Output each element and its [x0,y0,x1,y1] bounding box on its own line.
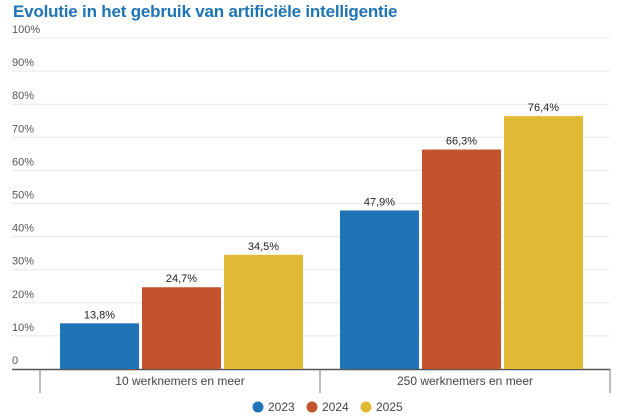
data-label: 76,4% [528,102,559,114]
legend-marker-2025 [360,401,372,413]
legend-label: 2023 [268,400,295,414]
chart-title: Evolutie in het gebruik van artificiële … [13,2,398,21]
bar-2024 [422,149,501,369]
y-tick-label: 40% [12,223,34,235]
x-category-label: 250 werknemers en meer [397,374,533,388]
y-tick-label: 20% [12,289,34,301]
y-tick-label: 50% [12,190,34,202]
legend-label: 2024 [322,400,349,414]
data-label: 66,3% [446,136,477,148]
legend-marker-2024 [306,401,318,413]
legend-marker-2023 [252,401,264,413]
bar-2025 [224,254,303,369]
data-label: 34,5% [248,241,279,253]
y-tick-label: 30% [12,256,34,268]
data-label: 47,9% [364,196,395,208]
bar-2023 [340,210,419,369]
legend-label: 2025 [376,400,403,414]
data-label: 13,8% [84,309,115,321]
y-tick-label: 60% [12,156,34,168]
y-tick-label: 80% [12,90,34,102]
bar-2025 [504,116,583,369]
x-category-label: 10 werknemers en meer [115,374,244,388]
y-tick-label: 70% [12,123,34,135]
data-label: 24,7% [166,273,197,285]
y-tick-label: 90% [12,57,34,69]
y-tick-label: 0 [12,355,18,367]
y-tick-label: 10% [12,322,34,334]
y-tick-label: 100% [12,24,40,36]
bar-2024 [142,287,221,369]
bar-2023 [60,323,139,369]
